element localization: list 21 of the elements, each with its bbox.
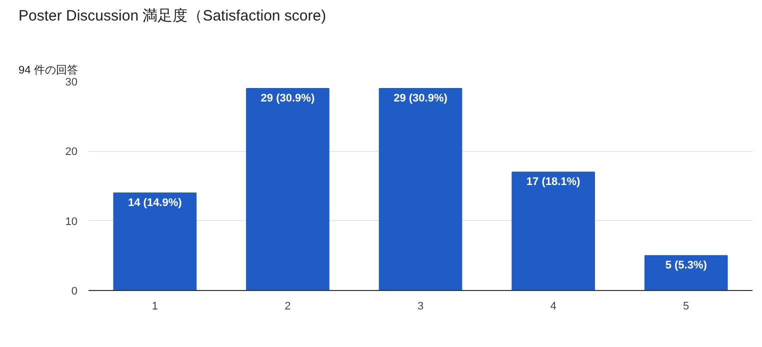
bar <box>246 88 330 290</box>
chart-title: Poster Discussion 満足度（Satisfaction score) <box>18 8 326 24</box>
chart-subtitle: 94 件の回答 <box>18 64 78 76</box>
y-tick-label: 20 <box>65 146 78 158</box>
data-label: 29 (30.9%) <box>394 92 448 104</box>
data-label: 29 (30.9%) <box>260 92 315 104</box>
x-tick-label: 5 <box>683 300 690 312</box>
x-tick-label: 2 <box>284 300 291 312</box>
bar <box>113 192 197 290</box>
data-label: 14 (14.9%) <box>128 196 182 209</box>
data-label: 17 (18.1%) <box>526 176 581 188</box>
y-tick-label: 30 <box>65 76 78 88</box>
x-tick-label: 4 <box>550 300 556 312</box>
data-label: 5 (5.3%) <box>665 260 708 272</box>
y-tick-label: 0 <box>71 286 78 298</box>
x-tick-label: 3 <box>417 300 424 312</box>
bar <box>512 172 595 290</box>
bar <box>378 88 462 290</box>
y-tick-label: 10 <box>65 216 78 228</box>
x-tick-label: 1 <box>152 300 158 312</box>
bar <box>644 255 728 290</box>
